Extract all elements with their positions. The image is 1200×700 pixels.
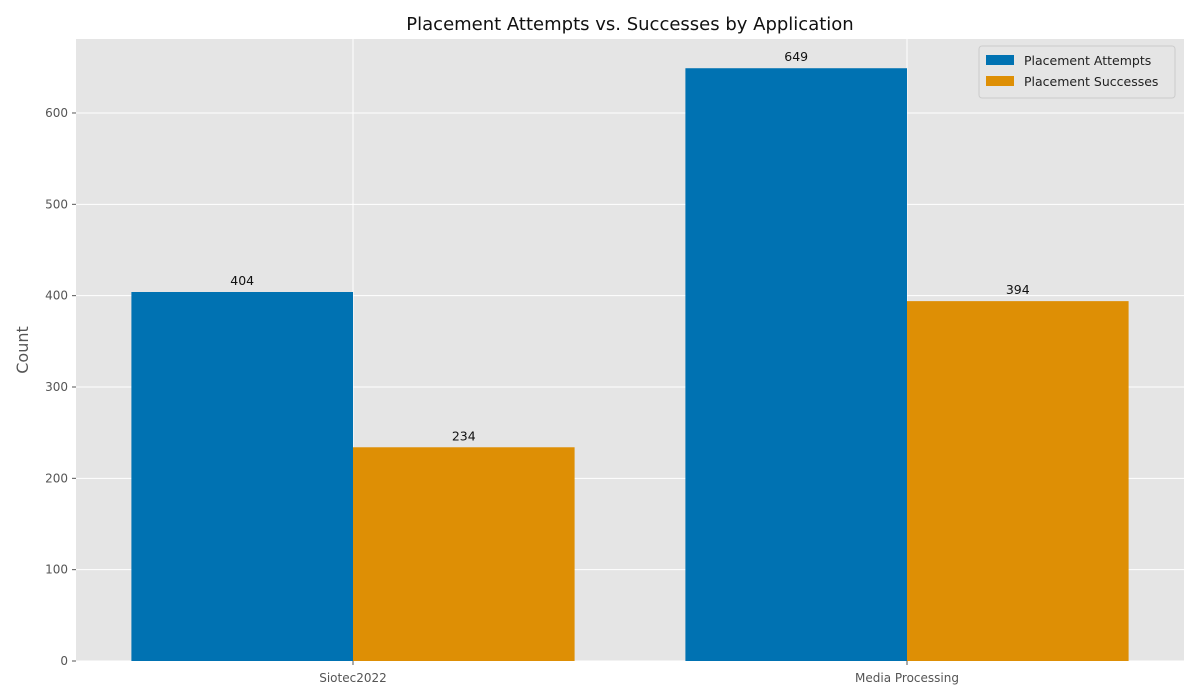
data-label-series1-cat1: 394 [1006, 282, 1030, 297]
y-tick-label-5: 500 [45, 197, 68, 211]
y-axis-label: Count [13, 326, 32, 374]
y-tick-label-4: 400 [45, 289, 68, 303]
bar-series0-cat1 [685, 68, 907, 662]
data-label-series0-cat1: 649 [784, 49, 808, 64]
legend-swatch-0 [986, 55, 1014, 65]
data-labels: 404 649 234 394 [230, 49, 1030, 443]
legend: Placement Attempts Placement Successes [978, 45, 1176, 99]
y-axis-ticks: 0 100 200 300 400 500 600 [45, 106, 76, 668]
bar-series1-cat1 [907, 301, 1129, 661]
bar-series0-cat0 [131, 292, 353, 661]
data-label-series0-cat0: 404 [230, 273, 254, 288]
bar-series1-cat0 [353, 447, 575, 661]
bars [131, 68, 1129, 662]
y-tick-label-6: 600 [45, 106, 68, 120]
x-axis-ticks: Siotec2022 Media Processing [319, 661, 959, 685]
y-tick-label-0: 0 [60, 654, 68, 668]
legend-label-1: Placement Successes [1024, 74, 1158, 89]
legend-box [978, 45, 1176, 99]
y-tick-label-2: 200 [45, 471, 68, 485]
y-tick-label-3: 300 [45, 380, 68, 394]
data-label-series1-cat0: 234 [452, 428, 476, 443]
legend-swatch-1 [986, 76, 1014, 86]
x-tick-label-0: Siotec2022 [319, 671, 387, 685]
chart-title: Placement Attempts vs. Successes by Appl… [406, 14, 853, 35]
legend-label-0: Placement Attempts [1024, 53, 1151, 68]
y-tick-label-1: 100 [45, 563, 68, 577]
x-tick-label-1: Media Processing [855, 671, 959, 685]
